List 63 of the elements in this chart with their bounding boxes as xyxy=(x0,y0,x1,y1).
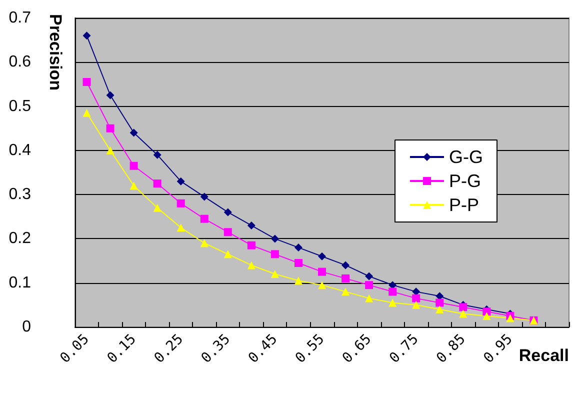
point xyxy=(153,180,162,188)
legend-label: P-G xyxy=(449,171,482,191)
point xyxy=(342,261,350,270)
point xyxy=(247,261,256,270)
point xyxy=(153,150,162,159)
point xyxy=(294,258,302,267)
point xyxy=(270,250,279,258)
point xyxy=(365,281,374,290)
point xyxy=(436,305,444,314)
point xyxy=(318,252,326,260)
y-tick-label: 0.1 xyxy=(8,274,32,292)
point xyxy=(388,298,397,307)
legend-label: P-P xyxy=(449,195,480,215)
point xyxy=(459,303,468,312)
point xyxy=(318,281,326,290)
point xyxy=(412,300,420,309)
point xyxy=(200,192,208,201)
y-axis-title: Precision xyxy=(46,14,65,91)
point xyxy=(365,272,374,280)
point xyxy=(82,108,91,117)
point xyxy=(176,199,185,208)
point xyxy=(294,276,302,285)
y-tick-label: 0.3 xyxy=(8,186,32,204)
point xyxy=(270,234,279,243)
x-axis-title: Recall xyxy=(518,346,569,365)
y-tick-label: 0.5 xyxy=(8,98,32,115)
point xyxy=(436,298,444,307)
point xyxy=(412,294,420,302)
y-tick-label: 0 xyxy=(22,318,32,336)
point xyxy=(247,221,256,230)
point xyxy=(106,124,114,132)
point xyxy=(482,312,491,320)
point xyxy=(247,241,256,250)
point xyxy=(506,314,514,322)
point xyxy=(388,288,397,296)
point xyxy=(176,224,185,232)
point xyxy=(342,288,350,296)
point xyxy=(224,228,232,236)
point xyxy=(294,244,302,252)
point xyxy=(82,78,91,86)
point xyxy=(82,32,91,40)
point xyxy=(176,177,185,186)
point xyxy=(318,268,326,276)
point xyxy=(224,208,232,216)
point xyxy=(200,214,208,223)
point xyxy=(106,146,114,154)
point xyxy=(130,182,138,190)
point xyxy=(130,128,138,137)
point xyxy=(459,310,468,318)
point xyxy=(106,91,114,100)
y-tick-label: 0.7 xyxy=(8,10,32,26)
point xyxy=(200,239,208,248)
point xyxy=(153,204,162,212)
point xyxy=(130,162,138,170)
y-tick-label: 0.6 xyxy=(8,54,32,71)
y-tick-label: 0.2 xyxy=(8,230,32,248)
point xyxy=(342,274,350,282)
point xyxy=(270,270,279,278)
legend-label: G-G xyxy=(449,147,484,167)
y-tick-label: 0.4 xyxy=(8,142,32,159)
point xyxy=(482,308,491,316)
point xyxy=(224,250,232,258)
point xyxy=(365,294,374,302)
